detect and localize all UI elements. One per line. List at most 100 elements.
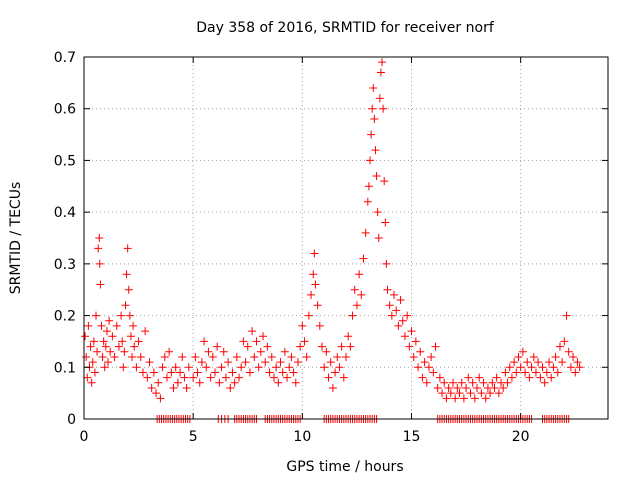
data-point	[573, 358, 582, 367]
data-point	[287, 352, 296, 361]
data-point	[121, 301, 130, 310]
data-point	[536, 373, 545, 382]
data-point	[145, 358, 154, 367]
data-point	[400, 332, 409, 341]
data-point	[224, 358, 233, 367]
data-point	[337, 342, 346, 351]
data-point	[405, 342, 414, 351]
y-tick-label: 0.2	[54, 309, 76, 325]
data-point	[101, 342, 110, 351]
data-point	[118, 337, 127, 346]
data-point	[235, 373, 244, 382]
data-point	[184, 363, 193, 372]
data-point	[226, 383, 235, 392]
data-point	[364, 182, 373, 191]
data-point	[263, 342, 272, 351]
data-point	[83, 373, 92, 382]
data-point	[455, 389, 464, 398]
data-point	[346, 342, 355, 351]
data-point	[512, 368, 521, 377]
data-point	[134, 337, 143, 346]
x-axis-label: GPS time / hours	[286, 459, 403, 475]
data-point	[230, 378, 239, 387]
data-point	[518, 347, 527, 356]
data-point	[486, 389, 495, 398]
data-point	[112, 321, 121, 330]
data-point	[521, 368, 530, 377]
y-tick-label: 0.3	[54, 257, 76, 273]
data-point	[154, 378, 163, 387]
data-point	[307, 290, 316, 299]
data-point	[328, 383, 337, 392]
data-point	[106, 347, 115, 356]
plot-frame	[83, 56, 609, 420]
axis-ticks: 0 0.1 0.2 0.3 0.4 0.5 0.6 0.7 0 5 10 15 20	[54, 50, 608, 445]
data-points	[81, 58, 584, 423]
data-point	[228, 368, 237, 377]
data-point	[545, 358, 554, 367]
data-point	[534, 358, 543, 367]
data-point	[88, 358, 97, 367]
data-point	[322, 347, 331, 356]
data-point	[499, 383, 508, 392]
data-point	[376, 68, 385, 77]
data-point	[178, 352, 187, 361]
data-point	[367, 130, 376, 139]
data-point	[256, 347, 265, 356]
data-point	[87, 378, 96, 387]
data-point	[459, 394, 468, 403]
data-point	[564, 347, 573, 356]
data-point	[409, 352, 418, 361]
data-point	[147, 383, 156, 392]
data-point	[403, 311, 412, 320]
data-point	[424, 363, 433, 372]
data-point	[361, 228, 370, 237]
data-point	[481, 394, 490, 403]
data-point	[202, 363, 211, 372]
data-point	[90, 368, 99, 377]
data-point	[366, 156, 375, 165]
data-point	[156, 394, 165, 403]
data-point	[221, 373, 230, 382]
data-point	[114, 342, 123, 351]
data-point	[562, 311, 571, 320]
data-point	[453, 383, 462, 392]
data-point	[243, 342, 252, 351]
data-point	[494, 389, 503, 398]
data-point	[398, 316, 407, 325]
data-point	[97, 321, 106, 330]
data-point	[95, 259, 104, 268]
data-point	[446, 389, 455, 398]
data-point	[296, 342, 305, 351]
data-point	[143, 373, 152, 382]
data-point	[180, 373, 189, 382]
data-point	[427, 352, 436, 361]
data-point	[167, 368, 176, 377]
data-point	[383, 285, 392, 294]
data-point	[369, 84, 378, 93]
data-point	[300, 337, 309, 346]
data-point	[99, 337, 108, 346]
y-tick-label: 0.7	[54, 50, 76, 66]
x-tick-label: 20	[512, 429, 530, 445]
data-point	[269, 373, 278, 382]
data-point	[371, 146, 380, 155]
data-point	[507, 373, 516, 382]
data-point	[416, 347, 425, 356]
data-point	[130, 342, 139, 351]
data-point	[298, 321, 307, 330]
data-point	[302, 352, 311, 361]
plot-border	[83, 56, 609, 420]
data-point	[245, 368, 254, 377]
data-point	[317, 342, 326, 351]
data-point	[248, 327, 257, 336]
data-point	[232, 352, 241, 361]
x-tick-label: 0	[80, 429, 89, 445]
data-point	[102, 327, 111, 336]
data-point	[448, 378, 457, 387]
data-point	[529, 352, 538, 361]
data-point	[510, 358, 519, 367]
data-point	[381, 218, 390, 227]
data-point	[123, 244, 132, 253]
x-tick-label: 10	[293, 429, 311, 445]
